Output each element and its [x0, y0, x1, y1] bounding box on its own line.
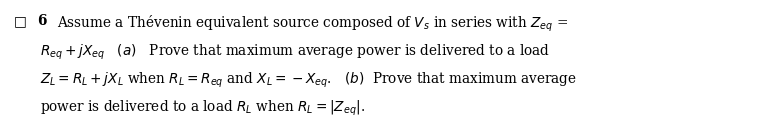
Text: Assume a Thévenin equivalent source composed of $V_s$ in series with $Z_{eq}$ =: Assume a Thévenin equivalent source comp… — [57, 14, 568, 34]
Text: 6: 6 — [37, 14, 46, 28]
Text: $R_{eq} + jX_{eq}$   $(a)$   Prove that maximum average power is delivered to a : $R_{eq} + jX_{eq}$ $(a)$ Prove that maxi… — [40, 42, 550, 62]
Text: $Z_L = R_L + jX_L$ when $R_L = R_{eq}$ and $X_L = -X_{eq}$.   $(b)$  Prove that : $Z_L = R_L + jX_L$ when $R_L = R_{eq}$ a… — [40, 71, 577, 90]
Text: power is delivered to a load $R_L$ when $R_L = |Z_{eq}|$.: power is delivered to a load $R_L$ when … — [40, 99, 365, 118]
Text: □: □ — [14, 14, 27, 28]
